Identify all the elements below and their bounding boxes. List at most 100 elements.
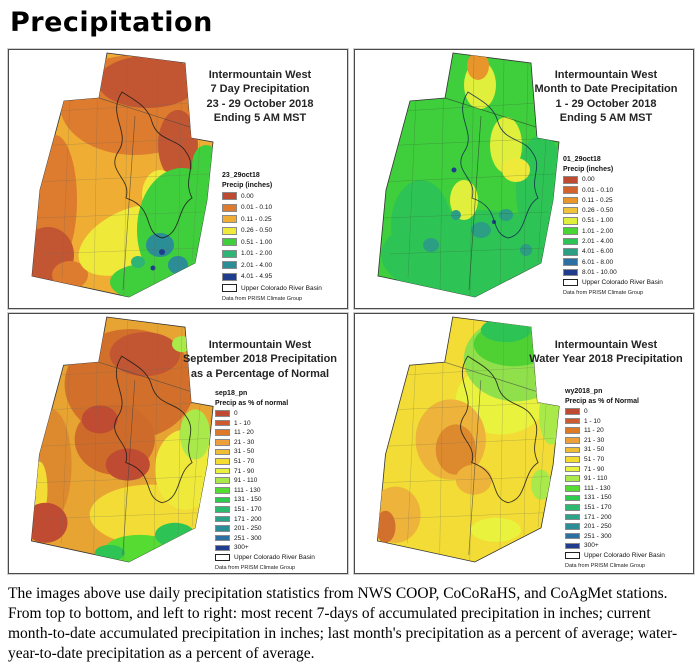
legend-entry-label: 171 - 200	[584, 513, 612, 521]
map-title-line: Intermountain West	[554, 69, 658, 81]
map-title-line: 23 - 29 October 2018	[206, 97, 314, 110]
legend-layer-name: wy2018_pn	[565, 388, 603, 395]
legend-swatch	[222, 203, 237, 212]
legend-entry-label: 300+	[234, 544, 249, 552]
map-title-line: Month to Date Precipitation	[534, 83, 678, 96]
legend-entry: 0.00	[222, 192, 322, 200]
legend-entry-label: 71 - 90	[584, 465, 605, 473]
panel-month-to-date-precipitation: Intermountain West Month to Date Precipit…	[353, 48, 695, 310]
map-title: Intermountain West Water Year 2018 Precip…	[522, 338, 690, 367]
legend-entry-label: 201 - 250	[584, 523, 612, 531]
legend-swatch	[222, 226, 237, 235]
legend-entry-label: 0.01 - 0.10	[241, 204, 273, 211]
legend-entry: 131 - 150	[215, 496, 315, 503]
map-legend: wy2018_pn Precip as % of Normal 0 1 - 10 1…	[565, 388, 665, 569]
legend-entry: 1.01 - 2.00	[222, 249, 322, 258]
legend-entry-label: 31 - 50	[234, 448, 255, 456]
legend-entry-label: 111 - 130	[584, 484, 611, 492]
basin-swatch	[563, 278, 578, 287]
map-title-line: Intermountain West	[208, 339, 312, 351]
legend-swatch	[565, 504, 580, 511]
legend-entry: 151 - 170	[215, 506, 315, 513]
legend-swatch	[222, 272, 237, 281]
legend-entry: 0.26 - 0.50	[222, 226, 322, 235]
legend-swatch	[565, 513, 580, 521]
legend-entry-label: 91 - 110	[234, 477, 258, 485]
legend-entry: 0.51 - 1.00	[563, 217, 663, 225]
legend-entry-label: 11 - 20	[584, 427, 604, 435]
legend-entry-label: 21 - 30	[584, 436, 605, 444]
legend-basin-label: Upper Colorado River Basin	[584, 551, 665, 559]
legend-entry: 0.01 - 0.10	[563, 186, 663, 194]
map-title-line: 1 - 29 October 2018	[555, 97, 657, 110]
legend-swatch	[222, 238, 237, 246]
legend-entry: 300+	[565, 542, 665, 549]
legend-entry-label: 171 - 200	[234, 515, 262, 523]
legend-swatch	[215, 467, 230, 475]
map-graphic-7day	[31, 52, 214, 298]
legend-entry: 21 - 30	[565, 437, 665, 444]
legend-entry: 8.01 - 10.00	[563, 268, 663, 277]
legend-entry: 21 - 30	[215, 439, 315, 446]
legend-swatch	[565, 523, 580, 530]
legend-entry: 251 - 300	[565, 533, 665, 540]
panel-september-percent-normal: Intermountain West September 2018 Precipi…	[7, 312, 349, 575]
basin-swatch	[222, 284, 237, 292]
legend-entry: 0.01 - 0.10	[222, 203, 322, 212]
map-grid: Intermountain West 7 Day Precipitation 23 …	[7, 48, 695, 575]
legend-units-label: Precip as % of normal	[215, 400, 289, 407]
legend-entry-label: 1.01 - 2.00	[241, 250, 273, 257]
map-title-line: Ending 5 AM MST	[559, 111, 653, 124]
legend-entry: 0.26 - 0.50	[563, 206, 663, 215]
legend-entry-label: 0	[234, 410, 238, 417]
legend-swatch	[222, 192, 237, 200]
legend-units-label: Precip (inches)	[222, 182, 273, 189]
legend-swatch	[215, 515, 230, 523]
map-title-line: Water Year 2018 Precipitation	[529, 353, 683, 366]
legend-entry: 131 - 150	[565, 494, 665, 501]
legend-basin-entry: Upper Colorado River Basin	[563, 278, 663, 287]
legend-entry-label: 201 - 250	[234, 525, 262, 533]
legend-entry-label: 251 - 300	[584, 532, 612, 540]
basin-swatch	[215, 554, 230, 561]
legend-layer-name: 01_29oct18	[563, 156, 601, 163]
legend-entry-label: 0.11 - 0.25	[582, 196, 613, 204]
legend-swatch	[215, 487, 230, 494]
legend-entry-label: 131 - 150	[234, 496, 262, 504]
legend-entry: 300+	[215, 544, 315, 551]
legend-entry: 0	[565, 408, 665, 415]
legend-source: Data from PRISM Climate Group	[222, 296, 303, 302]
legend-entry: 4.01 - 6.00	[563, 248, 663, 256]
legend-entry-label: 51 - 70	[584, 455, 605, 463]
legend-entry: 91 - 110	[565, 475, 665, 482]
legend-entry: 2.01 - 4.00	[222, 261, 322, 269]
legend-entry: 31 - 50	[565, 446, 665, 453]
legend-entry-label: 2.01 - 4.00	[582, 238, 614, 246]
legend-swatch	[565, 408, 580, 415]
legend-swatch	[565, 437, 580, 444]
legend-entry: 201 - 250	[215, 525, 315, 532]
legend-entry: 171 - 200	[215, 516, 315, 523]
legend-entry: 2.01 - 4.00	[563, 237, 663, 246]
panel-7day-precipitation: Intermountain West 7 Day Precipitation 23 …	[7, 48, 349, 310]
legend-entry-label: 300+	[584, 542, 599, 550]
map-title: Intermountain West Month to Date Precipit…	[522, 68, 690, 125]
legend-swatch	[565, 427, 580, 434]
legend-entry-label: 8.01 - 10.00	[582, 268, 617, 276]
legend-swatch	[215, 458, 230, 465]
legend-entry-label: 11 - 20	[234, 429, 254, 437]
legend-entry: 111 - 130	[565, 485, 665, 492]
legend-entry: 51 - 70	[215, 458, 315, 465]
legend-entry: 71 - 90	[565, 466, 665, 473]
legend-swatch	[222, 215, 237, 223]
legend-entry: 0.11 - 0.25	[563, 196, 663, 205]
legend-entry-label: 1 - 10	[234, 419, 251, 427]
legend-entry: 51 - 70	[565, 456, 665, 463]
legend-swatch	[563, 217, 578, 225]
legend-swatch	[563, 227, 578, 235]
legend-entry-label: 0.26 - 0.50	[582, 207, 614, 215]
map-title: Intermountain West September 2018 Precipi…	[176, 338, 344, 381]
legend-swatch	[563, 176, 578, 184]
legend-entry-label: 0.26 - 0.50	[241, 227, 273, 234]
legend-entries: 0 1 - 10 11 - 20 21 - 30 31 - 50 51 - 70 71 - …	[565, 408, 665, 549]
